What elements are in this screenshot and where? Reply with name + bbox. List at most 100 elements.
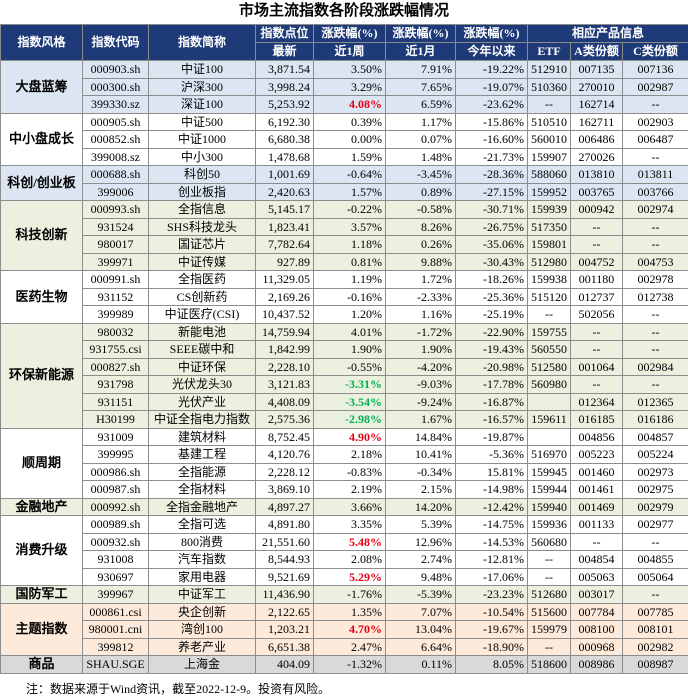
- table-cell: -30.71%: [455, 200, 528, 219]
- table-cell: 159944: [527, 480, 571, 499]
- table-cell: 399989: [82, 305, 149, 324]
- table-cell: 2,169.26: [255, 287, 314, 306]
- table-cell: 931152: [82, 287, 149, 306]
- table-cell: 4,120.76: [255, 445, 314, 464]
- table-cell: 980001.cni: [82, 620, 149, 639]
- table-cell: 深证100: [148, 95, 256, 114]
- table-cell: 0.11%: [385, 655, 456, 674]
- table-cell: 1,203.21: [255, 620, 314, 639]
- table-cell: 931008: [82, 550, 149, 569]
- table-row: 000987.sh 全指材料 3,869.10 2.19% 2.15% -14.98% 15…: [0, 480, 688, 499]
- table-cell: 8.26%: [385, 217, 456, 236]
- table-cell: -3.31%: [313, 375, 386, 394]
- table-cell: -21.73%: [455, 147, 528, 166]
- table-cell: 007136: [621, 60, 688, 79]
- table-cell: 800消费: [148, 532, 256, 551]
- table-cell: 建筑材料: [148, 427, 256, 446]
- table-cell: 159938: [527, 270, 571, 289]
- header-cell: 今年以来: [455, 42, 528, 61]
- table-cell: -20.98%: [455, 357, 528, 376]
- table-row: 中小盘成长 000905.sh 中证500 6,192.30 0.39% 1.17% -15…: [0, 112, 688, 166]
- table-cell: 21,551.60: [255, 532, 314, 551]
- table-cell: -12.42%: [455, 497, 528, 516]
- table-cell: 14.20%: [385, 497, 456, 516]
- table-cell: 创业板指: [148, 182, 256, 201]
- table-body: 大盘蓝筹 000903.sh 中证100 3,871.54 3.50% 7.91% -19.…: [0, 60, 688, 674]
- group-name: 环保新能源: [0, 322, 83, 429]
- group-name: 消费升级: [0, 515, 83, 586]
- table-cell: -18.26%: [455, 270, 528, 289]
- group-name: 医药生物: [0, 270, 83, 324]
- table-cell: 1,001.69: [255, 165, 314, 184]
- table-cell: 科创50: [148, 165, 256, 184]
- table-cell: 004857: [621, 427, 688, 446]
- table-cell: 0.81%: [313, 252, 386, 271]
- table-cell: 931151: [82, 392, 149, 411]
- table-cell: -23.23%: [455, 585, 528, 604]
- table-cell: 0.26%: [385, 235, 456, 254]
- table-cell: -28.36%: [455, 165, 528, 184]
- table-cell: 5.29%: [313, 567, 386, 586]
- table-cell: --: [527, 95, 571, 114]
- table-cell: -16.60%: [455, 130, 528, 149]
- table-cell: 270010: [570, 77, 623, 96]
- table-cell: 517350: [527, 217, 571, 236]
- table-cell: 560010: [527, 130, 571, 149]
- table-cell: --: [621, 147, 688, 166]
- table-cell: SEEE碳中和: [148, 340, 256, 359]
- table-cell: 1.72%: [385, 270, 456, 289]
- table-cell: 159936: [527, 515, 571, 534]
- table-cell: 14.84%: [385, 427, 456, 446]
- table-cell: 159952: [527, 182, 571, 201]
- table-cell: 399995: [82, 445, 149, 464]
- table-cell: 13.04%: [385, 620, 456, 639]
- table-cell: 008987: [621, 655, 688, 674]
- table-cell: 4,408.09: [255, 392, 314, 411]
- table-cell: 000986.sh: [82, 462, 149, 481]
- table-row: 931152 CS创新药 2,169.26 -0.16% -2.33% -25.36% 51…: [0, 287, 688, 306]
- table-row: 000827.sh 中证环保 2,228.10 -0.55% -4.20% -20.98%…: [0, 357, 688, 376]
- table-cell: 3.29%: [313, 77, 386, 96]
- table-cell: 931755.csi: [82, 340, 149, 359]
- table-cell: -19.07%: [455, 77, 528, 96]
- table-cell: 1.19%: [313, 270, 386, 289]
- table-cell: 6,651.38: [255, 637, 314, 656]
- table-row: 主题指数 000861.csi 央企创新 2,122.65 1.35% 7.07% -10.…: [0, 602, 688, 656]
- table-cell: 15.81%: [455, 462, 528, 481]
- table-cell: -35.06%: [455, 235, 528, 254]
- table-cell: 1.35%: [313, 602, 386, 621]
- table-cell: 0.00%: [313, 130, 386, 149]
- table-cell: 001469: [570, 497, 623, 516]
- table-cell: 5,145.17: [255, 200, 314, 219]
- table-cell: 1.16%: [385, 305, 456, 324]
- table-cell: 1.20%: [313, 305, 386, 324]
- table-cell: -0.64%: [313, 165, 386, 184]
- table-cell: 全指可选: [148, 515, 256, 534]
- table-cell: 11,329.05: [255, 270, 314, 289]
- table-cell: 4,897.27: [255, 497, 314, 516]
- table-cell: 1.48%: [385, 147, 456, 166]
- table-cell: CS创新药: [148, 287, 256, 306]
- table-cell: 931798: [82, 375, 149, 394]
- table-cell: --: [621, 305, 688, 324]
- table-cell: 008100: [570, 620, 623, 639]
- table-cell: 004855: [621, 550, 688, 569]
- table-cell: -0.22%: [313, 200, 386, 219]
- table-cell: -14.75%: [455, 515, 528, 534]
- table-cell: 中证军工: [148, 585, 256, 604]
- table-cell: --: [621, 532, 688, 551]
- table-cell: 央企创新: [148, 602, 256, 621]
- table-cell: -26.75%: [455, 217, 528, 236]
- table-cell: --: [621, 217, 688, 236]
- table-cell: -0.16%: [313, 287, 386, 306]
- table-cell: 004854: [570, 550, 623, 569]
- table-cell: --: [570, 340, 623, 359]
- table-cell: -17.78%: [455, 375, 528, 394]
- table-cell: 7,782.64: [255, 235, 314, 254]
- table-row: 科创/创业板 000688.sh 科创50 1,001.69 -0.64% -3.45% -…: [0, 165, 688, 201]
- table-cell: 002978: [621, 270, 688, 289]
- table-cell: 159801: [527, 235, 571, 254]
- table-cell: 013811: [621, 165, 688, 184]
- header-cell: ETF: [527, 42, 571, 61]
